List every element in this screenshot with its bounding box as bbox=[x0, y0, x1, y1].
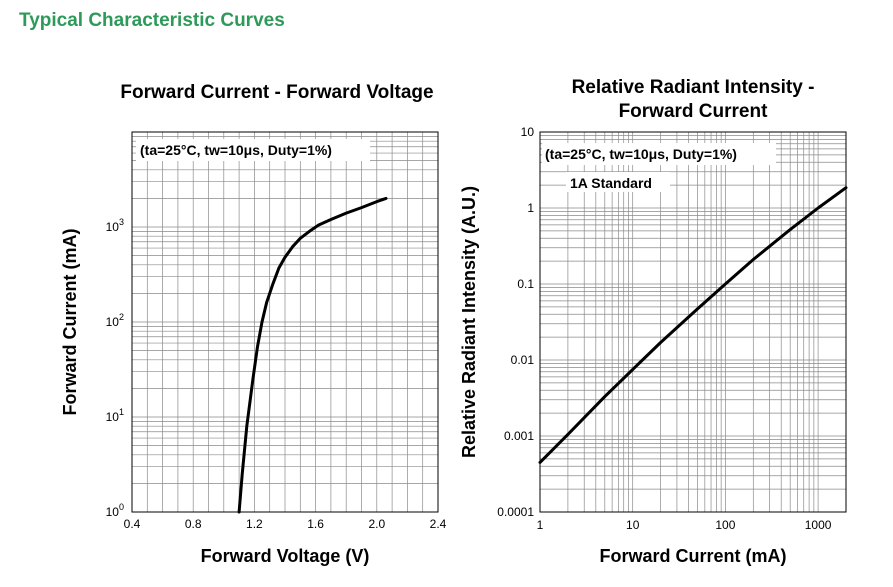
chart2-y-tick-label: 1 bbox=[527, 201, 534, 215]
chart2-x-tick-label: 100 bbox=[715, 518, 735, 532]
chart-forward-current-voltage: Forward Current - Forward Voltage 0.4 0.8… bbox=[60, 82, 447, 566]
chart2-annotation-standard: 1A Standard bbox=[570, 175, 652, 191]
chart2-y-axis-label: Relative Radiant Intensity (A.U.) bbox=[459, 186, 479, 458]
chart-radiant-intensity-current: Relative Radiant Intensity - Forward Cur… bbox=[459, 77, 848, 566]
chart2-x-tick-label: 1 bbox=[537, 518, 544, 532]
chart2-x-tick-label: 10 bbox=[626, 518, 640, 532]
chart2-title-line1: Relative Radiant Intensity - bbox=[572, 77, 815, 98]
chart2-title-line2: Forward Current bbox=[619, 101, 769, 122]
chart2-y-ticks: 0.0001 0.001 0.01 0.1 1 10 bbox=[497, 125, 534, 519]
chart1-grid bbox=[132, 132, 438, 512]
chart2-y-tick-label: 0.0001 bbox=[497, 505, 534, 519]
chart2-x-ticks: 1 10 100 1000 bbox=[537, 518, 832, 532]
chart2-y-tick-label: 0.1 bbox=[517, 277, 534, 291]
chart1-x-tick-label: 2.0 bbox=[368, 517, 385, 531]
chart1-y-tick-label: 102 bbox=[106, 312, 124, 329]
chart2-plot-frame bbox=[539, 131, 847, 513]
chart1-x-ticks: 0.4 0.8 1.2 1.6 2.0 2.4 bbox=[124, 517, 447, 531]
chart2-y-tick-label: 0.001 bbox=[504, 429, 534, 443]
chart2-y-tick-label: 0.01 bbox=[511, 353, 535, 367]
chart1-y-tick-label: 100 bbox=[106, 502, 124, 519]
chart1-annotation-bg bbox=[136, 139, 370, 161]
chart2-annotation: (ta=25°C, tw=10μs, Duty=1%) bbox=[545, 146, 737, 162]
chart2-grid bbox=[540, 132, 846, 512]
chart2-annotation2-bg bbox=[566, 172, 670, 192]
chart1-y-tick-label: 101 bbox=[106, 407, 124, 424]
chart2-x-tick-label: 1000 bbox=[805, 518, 832, 532]
chart1-y-tick-label: 103 bbox=[106, 217, 124, 234]
chart1-x-axis-label: Forward Voltage (V) bbox=[201, 546, 370, 566]
chart2-y-tick-label: 10 bbox=[521, 125, 535, 139]
chart1-y-axis-label: Forward Current (mA) bbox=[60, 228, 80, 415]
chart1-x-tick-label: 2.4 bbox=[430, 517, 447, 531]
chart1-x-tick-label: 1.6 bbox=[307, 517, 324, 531]
chart2-x-axis-label: Forward Current (mA) bbox=[599, 546, 786, 566]
chart1-title: Forward Current - Forward Voltage bbox=[120, 82, 433, 103]
chart1-y-ticks: 100 101 102 103 bbox=[106, 217, 124, 519]
chart1-annotation: (ta=25°C, tw=10μs, Duty=1%) bbox=[140, 142, 332, 158]
chart1-x-tick-label: 0.8 bbox=[185, 517, 202, 531]
chart2-series-line bbox=[538, 186, 848, 464]
chart1-series-line bbox=[237, 196, 388, 514]
chart2-annotation-bg bbox=[542, 143, 776, 165]
chart1-plot-frame bbox=[131, 131, 439, 513]
page-heading: Typical Characteristic Curves bbox=[19, 10, 285, 31]
chart1-x-tick-label: 0.4 bbox=[124, 517, 141, 531]
chart1-x-tick-label: 1.2 bbox=[246, 517, 263, 531]
